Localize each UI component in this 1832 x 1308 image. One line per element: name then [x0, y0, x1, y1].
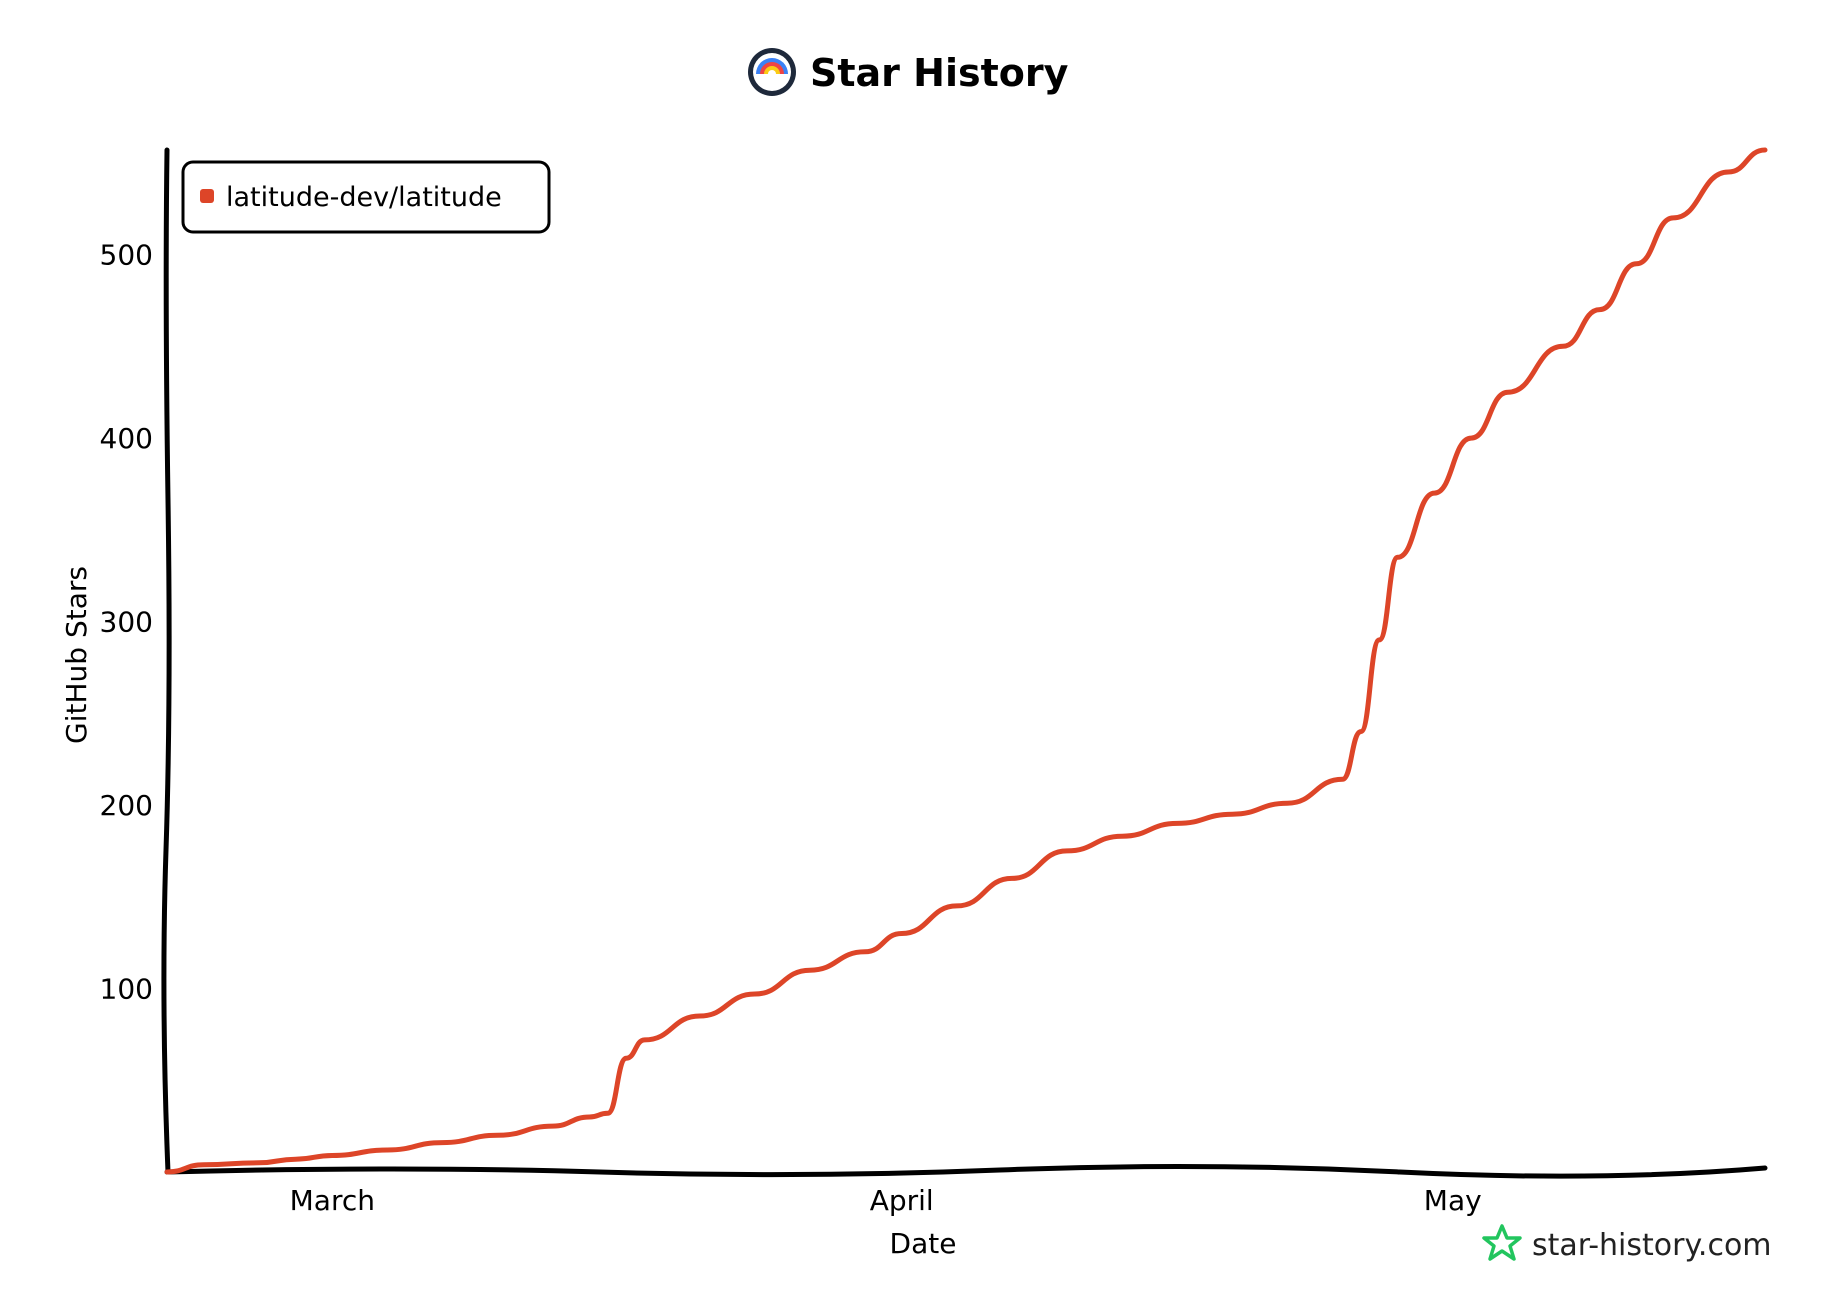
- x-axis-title: Date: [890, 1227, 957, 1260]
- x-tick-label: May: [1424, 1184, 1482, 1217]
- x-axis-line: [164, 1163, 1768, 1179]
- brand-site-text: star-history.com: [1532, 1228, 1772, 1263]
- legend-label-series: latitude-dev/latitude: [226, 182, 502, 213]
- y-axis-ticks: 100 200 300 400 500: [100, 239, 153, 1006]
- star-outline-icon: [1482, 1224, 1522, 1261]
- y-axis-title: GitHub Stars: [60, 566, 93, 744]
- series-layer: [164, 147, 1768, 1175]
- y-tick-label: 100: [100, 973, 153, 1006]
- branding: star-history.com: [1482, 1224, 1772, 1263]
- series-line-0: [164, 147, 1768, 1175]
- x-tick-label: April: [870, 1184, 934, 1217]
- star-history-logo-icon: [748, 48, 796, 96]
- y-axis-line: [161, 147, 172, 1175]
- y-tick-label: 400: [100, 422, 153, 455]
- y-tick-label: 300: [100, 606, 153, 639]
- chart-header: Star History: [748, 48, 1069, 96]
- x-tick-label: March: [290, 1184, 375, 1217]
- legend-box: [181, 160, 551, 234]
- y-tick-label: 500: [100, 239, 153, 272]
- legend: latitude-dev/latitude: [181, 160, 551, 234]
- x-axis-ticks: March April May: [290, 1184, 1482, 1217]
- chart-title: Star History: [810, 51, 1069, 95]
- y-tick-label: 200: [100, 789, 153, 822]
- axes: [161, 147, 1768, 1179]
- legend-swatch: [200, 189, 214, 203]
